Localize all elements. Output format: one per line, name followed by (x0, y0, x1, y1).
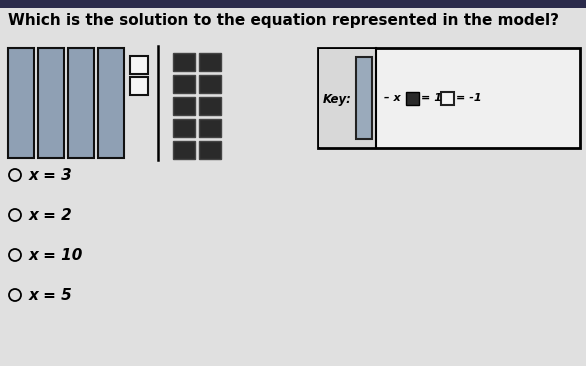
Circle shape (9, 209, 21, 221)
Text: x = 5: x = 5 (29, 288, 73, 303)
Bar (441, 92, 454, 105)
Bar (173, 97, 195, 115)
Bar (406, 92, 419, 105)
Text: Key:: Key: (323, 93, 352, 107)
Bar (199, 53, 221, 71)
Bar (173, 119, 195, 137)
Bar (173, 141, 195, 159)
Bar (199, 75, 221, 93)
Bar (173, 75, 195, 93)
Text: x = 10: x = 10 (29, 249, 83, 264)
Text: – x: – x (384, 93, 401, 103)
Text: = 1: = 1 (421, 93, 442, 103)
Bar (318, 48, 580, 148)
Bar (199, 97, 221, 115)
Bar (98, 48, 124, 158)
Bar (8, 48, 34, 158)
Bar (130, 56, 148, 74)
Bar (173, 53, 195, 71)
Text: Which is the solution to the equation represented in the model?: Which is the solution to the equation re… (8, 13, 559, 28)
Bar (38, 48, 64, 158)
Bar (130, 77, 148, 95)
Bar (0, 0, 586, 8)
Bar (319, 49, 376, 147)
Circle shape (9, 169, 21, 181)
Circle shape (9, 289, 21, 301)
Bar (199, 119, 221, 137)
Text: x = 3: x = 3 (29, 168, 73, 183)
Bar (199, 141, 221, 159)
Bar (356, 57, 372, 139)
Circle shape (9, 249, 21, 261)
Bar (68, 48, 94, 158)
Text: = -1: = -1 (456, 93, 482, 103)
Text: x = 2: x = 2 (29, 209, 73, 224)
